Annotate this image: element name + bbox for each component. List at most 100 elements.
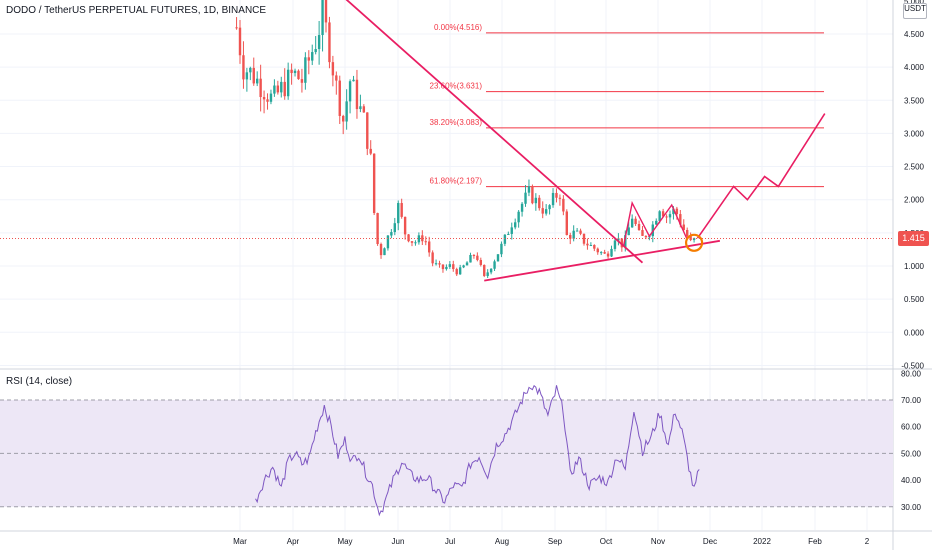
candle-body	[314, 49, 317, 53]
rsi-pane	[0, 384, 893, 517]
candle-body	[424, 241, 427, 243]
candle-body	[655, 220, 658, 225]
projection-path	[696, 113, 826, 239]
price-axis-tick: 4.500	[904, 30, 925, 39]
rsi-title: RSI (14, close)	[6, 376, 73, 387]
candle-body	[472, 254, 476, 256]
candle-body	[238, 27, 242, 56]
candle-body	[569, 234, 572, 239]
last-price-tag: 1.415	[898, 231, 929, 246]
candle-body	[403, 216, 407, 235]
candle-body	[256, 78, 259, 84]
time-axis-tick: Oct	[600, 537, 613, 546]
candle-body	[376, 213, 379, 245]
candle-body	[290, 69, 293, 74]
candle-body	[352, 79, 355, 82]
candle-body	[245, 72, 249, 80]
candle-body	[445, 266, 448, 270]
time-axis-tick: 2022	[753, 537, 771, 546]
rsi-axis-tick: 60.00	[901, 423, 922, 432]
candle-body	[562, 198, 565, 212]
candle-body	[679, 214, 682, 225]
candle-body	[366, 112, 369, 149]
candle-body	[520, 203, 524, 212]
candle-body	[524, 192, 527, 204]
target-circle	[684, 233, 704, 252]
candle-body	[465, 262, 469, 266]
candle-body	[359, 106, 362, 110]
candle-body	[493, 261, 496, 269]
candle-body	[606, 253, 610, 257]
candle-body	[266, 99, 269, 102]
currency-badge[interactable]: USDT	[903, 3, 927, 19]
candle-body	[369, 148, 372, 154]
candle-body	[572, 230, 575, 239]
wave-pattern	[622, 200, 688, 247]
candle-body	[324, 0, 328, 23]
candle-body	[575, 230, 579, 232]
rsi-axis-tick: 70.00	[901, 396, 922, 405]
candle-body	[658, 211, 661, 221]
candle-body	[479, 259, 482, 265]
time-axis-tick: Nov	[651, 537, 665, 546]
candle-body	[317, 35, 321, 50]
candle-body	[438, 263, 441, 265]
candle-body	[280, 81, 283, 93]
candle-body	[452, 264, 455, 270]
candle-body	[593, 245, 596, 249]
candle-body	[579, 230, 582, 234]
candle-body	[276, 85, 280, 93]
price-axis-tick: -0.500	[901, 361, 924, 370]
candle-body	[686, 229, 689, 237]
rsi-axis-tick: 50.00	[901, 449, 922, 458]
candle-body	[476, 255, 479, 260]
price-axis-tick: 2.000	[904, 196, 925, 205]
time-axis-tick: Dec	[703, 537, 717, 546]
candle-body	[624, 235, 627, 248]
candle-body	[300, 79, 304, 83]
candle-body	[544, 209, 548, 214]
candle-body	[531, 186, 534, 204]
trend-drawings[interactable]	[333, 0, 826, 282]
candle-body	[355, 79, 359, 110]
candle-body	[335, 75, 338, 81]
candle-body	[441, 264, 445, 270]
candle-body	[421, 235, 424, 242]
chart-title: DODO / TetherUS PERPETUAL FUTURES, 1D, B…	[6, 5, 267, 16]
candle-body	[551, 192, 555, 206]
candle-body	[661, 211, 665, 217]
candle-body	[458, 267, 462, 275]
candle-body	[582, 233, 586, 244]
time-axis-tick: May	[337, 537, 352, 546]
price-axis-tick: 3.000	[904, 129, 925, 138]
candle-body	[386, 235, 390, 249]
rsi-line	[255, 384, 700, 517]
candle-body	[637, 224, 641, 231]
candle-body	[596, 248, 599, 253]
candle-body	[507, 233, 510, 235]
candle-body	[510, 227, 513, 234]
candle-body	[455, 269, 458, 275]
rsi-axis-tick: 30.00	[901, 503, 922, 512]
candle-body	[589, 245, 593, 247]
candle-body	[603, 252, 606, 254]
candle-body	[675, 208, 679, 215]
candle-body	[379, 244, 383, 256]
descending-trendline	[345, 0, 644, 264]
candle-body	[448, 264, 452, 267]
fibonacci-retracement[interactable]: 0.00%(4.516) 23.60%(3.631) 38.20%(3.083) 61…	[430, 23, 824, 188]
candle-body	[558, 197, 562, 199]
candle-body	[503, 234, 507, 244]
candle-body	[517, 211, 520, 223]
candle-body	[348, 81, 352, 102]
candle-body	[417, 235, 421, 243]
candle-body	[600, 252, 603, 254]
ascending-trendline	[484, 239, 721, 282]
candle-body	[390, 232, 393, 236]
candlestick-series	[0, 0, 893, 279]
candle-body	[307, 57, 310, 61]
candle-body	[613, 240, 617, 249]
price-axis-tick: 4.000	[904, 63, 925, 72]
candle-body	[293, 70, 297, 74]
